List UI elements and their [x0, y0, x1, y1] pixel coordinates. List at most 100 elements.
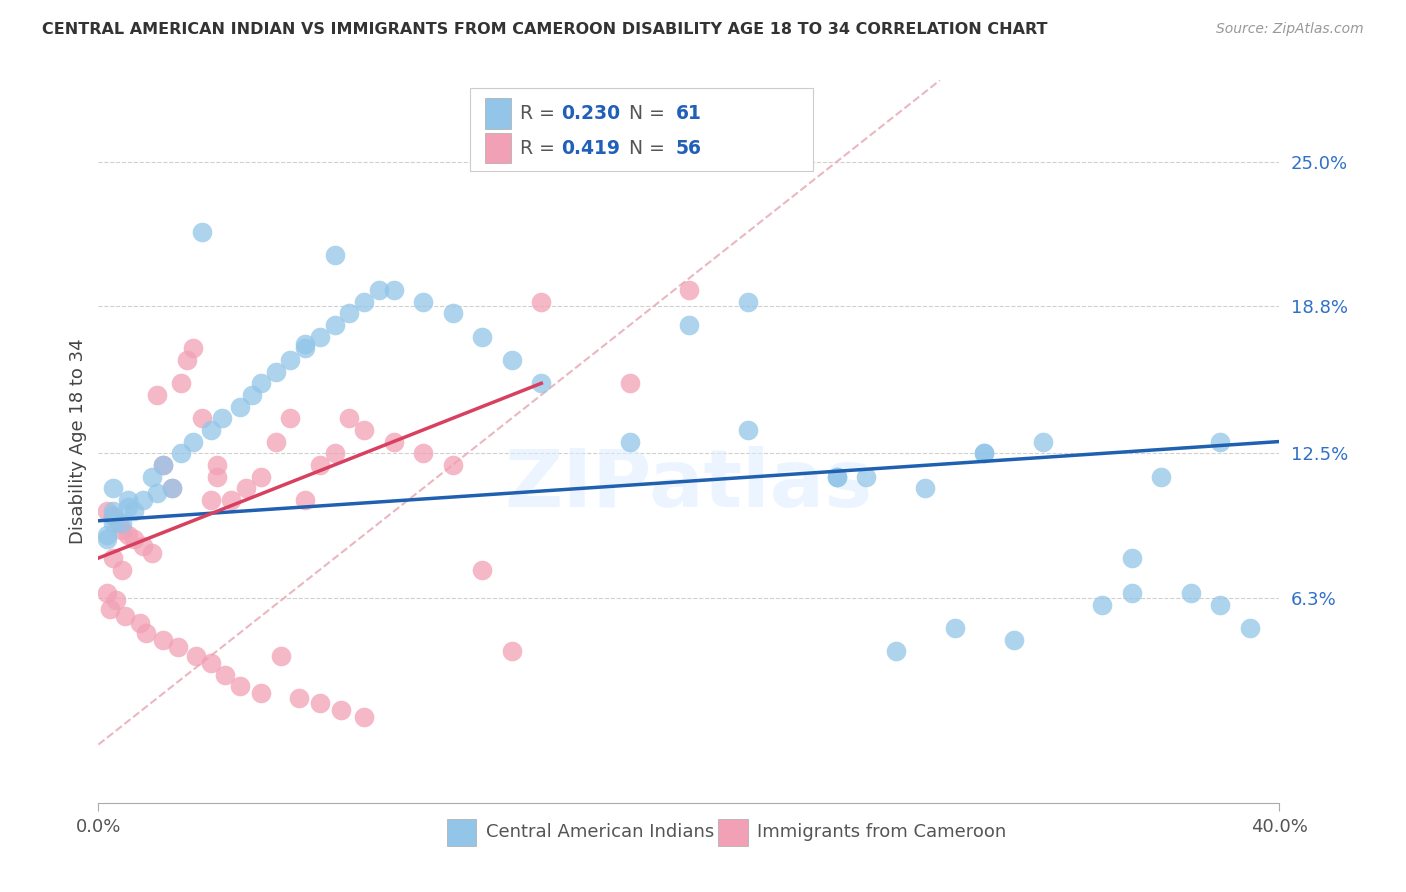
Point: [1239, 621, 1261, 635]
Point: [280, 411, 302, 425]
Point: [1032, 434, 1054, 449]
Point: [1180, 586, 1202, 600]
Point: [353, 423, 375, 437]
Point: [181, 434, 204, 449]
Point: [855, 469, 877, 483]
Point: [96, 533, 118, 547]
Point: [1091, 598, 1114, 612]
Point: [501, 353, 523, 368]
Point: [309, 329, 332, 343]
Point: [96, 528, 118, 542]
Point: [264, 365, 287, 379]
Point: [167, 640, 190, 654]
Point: [162, 481, 183, 495]
Point: [1002, 632, 1025, 647]
FancyBboxPatch shape: [471, 87, 813, 170]
Point: [191, 411, 214, 425]
Text: ZIPatlas: ZIPatlas: [505, 446, 873, 524]
Point: [737, 294, 759, 309]
Point: [200, 656, 222, 670]
Point: [619, 376, 641, 391]
Text: CENTRAL AMERICAN INDIAN VS IMMIGRANTS FROM CAMEROON DISABILITY AGE 18 TO 34 CORR: CENTRAL AMERICAN INDIAN VS IMMIGRANTS FR…: [42, 22, 1047, 37]
Point: [294, 336, 316, 351]
Point: [141, 546, 163, 560]
Point: [1209, 434, 1232, 449]
Point: [353, 294, 375, 309]
Point: [240, 388, 263, 402]
Point: [619, 434, 641, 449]
Text: 56: 56: [676, 138, 702, 158]
Point: [973, 446, 995, 460]
Point: [146, 485, 169, 500]
Point: [235, 481, 257, 495]
Point: [152, 632, 174, 647]
Point: [309, 458, 332, 472]
Point: [191, 225, 214, 239]
Point: [382, 434, 405, 449]
Point: [530, 294, 553, 309]
Point: [103, 481, 125, 495]
Text: R =: R =: [520, 138, 561, 158]
Point: [146, 388, 169, 402]
Point: [1209, 598, 1232, 612]
Text: 0.419: 0.419: [561, 138, 620, 158]
Bar: [447, 819, 477, 847]
Text: 61: 61: [676, 104, 702, 123]
Point: [200, 423, 222, 437]
Point: [1121, 586, 1143, 600]
Point: [114, 609, 136, 624]
Point: [441, 458, 464, 472]
Point: [181, 341, 204, 355]
Point: [288, 690, 311, 705]
Point: [943, 621, 966, 635]
Bar: [485, 98, 510, 128]
Point: [825, 469, 848, 483]
Point: [353, 709, 375, 723]
Point: [382, 283, 405, 297]
Point: [250, 686, 273, 700]
Point: [294, 492, 316, 507]
Point: [678, 318, 700, 332]
Y-axis label: Disability Age 18 to 34: Disability Age 18 to 34: [69, 339, 87, 544]
Point: [117, 500, 139, 514]
Text: Immigrants from Cameroon: Immigrants from Cameroon: [758, 823, 1007, 841]
Point: [1150, 469, 1173, 483]
Point: [132, 540, 155, 554]
Point: [294, 341, 316, 355]
Text: R =: R =: [520, 104, 561, 123]
Point: [96, 504, 118, 518]
Bar: [718, 819, 748, 847]
Point: [412, 294, 434, 309]
Point: [1121, 551, 1143, 566]
Point: [973, 446, 995, 460]
Point: [229, 400, 252, 414]
Point: [205, 469, 228, 483]
Point: [323, 318, 346, 332]
Point: [152, 458, 174, 472]
Point: [176, 353, 198, 368]
Point: [96, 586, 118, 600]
Point: [117, 492, 139, 507]
Point: [737, 423, 759, 437]
Point: [678, 283, 700, 297]
Point: [105, 593, 128, 607]
Point: [122, 533, 145, 547]
Point: [170, 446, 193, 460]
Point: [135, 625, 157, 640]
Text: Source: ZipAtlas.com: Source: ZipAtlas.com: [1216, 22, 1364, 37]
Point: [152, 458, 174, 472]
Text: 0.230: 0.230: [561, 104, 620, 123]
Point: [117, 528, 139, 542]
Point: [323, 446, 346, 460]
Point: [264, 434, 287, 449]
Point: [339, 306, 361, 320]
Point: [441, 306, 464, 320]
Point: [103, 509, 125, 524]
Text: Central American Indians: Central American Indians: [486, 823, 714, 841]
Point: [98, 602, 121, 616]
Point: [884, 644, 907, 658]
Point: [309, 696, 332, 710]
Point: [501, 644, 523, 658]
Point: [103, 509, 125, 524]
Point: [170, 376, 193, 391]
